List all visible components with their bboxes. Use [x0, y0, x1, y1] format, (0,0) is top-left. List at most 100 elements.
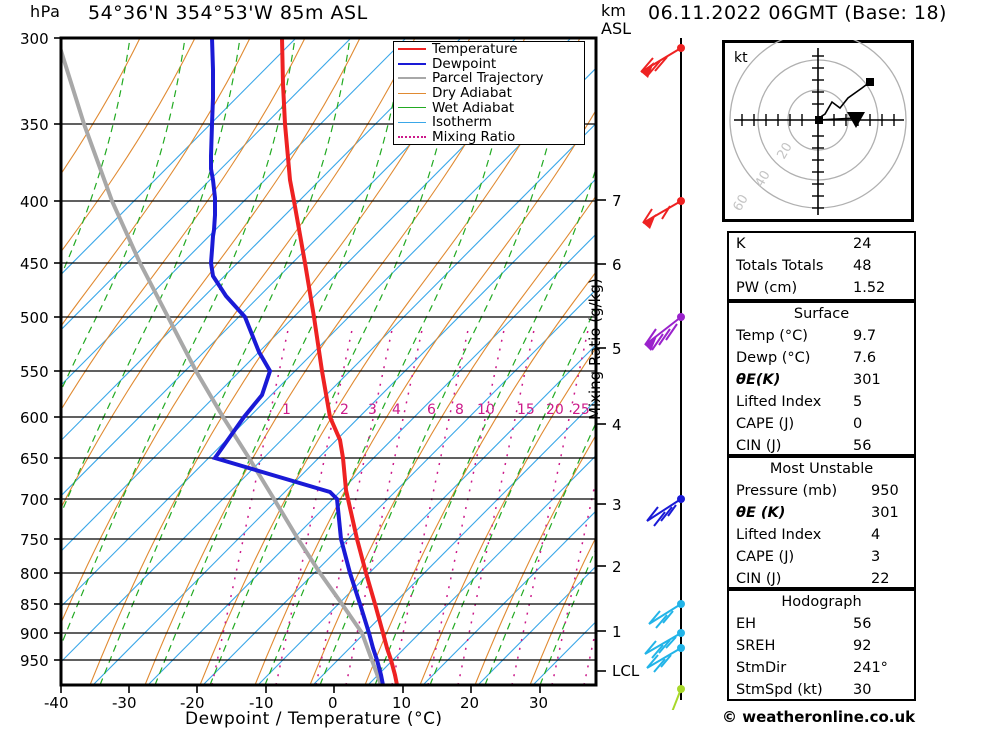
hodograph-panel: kt 20 40 60	[722, 40, 914, 222]
pressure-tick: 650	[20, 450, 49, 468]
pressure-tick: 500	[20, 309, 49, 327]
index-row: CIN (J) 56	[729, 435, 914, 457]
index-label: EH	[736, 616, 757, 633]
pressure-tick: 750	[20, 531, 49, 549]
index-row: θE(K) 301	[729, 369, 914, 391]
most-unstable-panel-title: Most Unstable	[769, 461, 874, 477]
index-value: 5	[853, 394, 863, 411]
legend-item: Isotherm	[394, 114, 584, 131]
index-value: 3	[871, 549, 881, 566]
height-tick: 4	[612, 416, 622, 434]
index-label: PW (cm)	[736, 280, 798, 297]
dewpoint-line	[208, 38, 386, 685]
temperature-tick: 0	[328, 694, 338, 712]
height-tick: 2	[612, 558, 622, 576]
index-value: 301	[853, 372, 881, 389]
index-label: CAPE (J)	[736, 416, 795, 433]
plot-border	[59, 36, 598, 687]
index-value: 301	[871, 505, 899, 522]
index-row: Dewp (°C) 7.6	[729, 347, 914, 369]
pressure-tick: 800	[20, 565, 49, 583]
stability-indices-panel: K 24 Totals Totals 48 PW (cm) 1.52	[727, 231, 916, 301]
index-value: 0	[853, 416, 863, 433]
legend-label: Mixing Ratio	[432, 128, 516, 145]
index-value: 56	[853, 616, 872, 633]
mixing-ratio-label: 20	[546, 402, 564, 418]
index-value: 30	[853, 682, 872, 699]
pressure-tick: 600	[20, 409, 49, 427]
temperature-line	[280, 38, 400, 685]
legend-item: Dewpoint	[394, 55, 584, 72]
temperature-tick: -10	[249, 694, 274, 712]
index-value: 24	[853, 236, 872, 252]
svg-text:20: 20	[774, 140, 795, 162]
run-title: 06.11.2022 06GMT (Base: 18)	[648, 2, 947, 24]
pressure-tick: 350	[20, 116, 49, 134]
mixing-ratio-label: 25	[572, 402, 590, 418]
height-tick: 7	[612, 192, 622, 210]
height-tick: 1	[612, 623, 622, 641]
wind-barbs	[640, 44, 685, 710]
pressure-tick: 850	[20, 596, 49, 614]
x-axis-label: Dewpoint / Temperature (°C)	[185, 709, 443, 729]
index-row: K 24	[729, 233, 914, 255]
mixing-ratio-label: 10	[477, 402, 495, 418]
height-unit-label-km: km	[601, 1, 626, 20]
temperature-tick: 20	[460, 694, 480, 712]
pressure-tick: 550	[20, 363, 49, 381]
svg-text:40: 40	[752, 168, 773, 190]
legend-item: Temperature	[394, 41, 584, 58]
index-label: Temp (°C)	[736, 328, 808, 345]
legend-label: Dewpoint	[432, 55, 497, 72]
height-tick: 3	[612, 496, 622, 514]
legend-item: Wet Adiabat	[394, 99, 584, 116]
mixing-ratio-label: 4	[392, 402, 401, 418]
index-value: 7.6	[853, 350, 877, 367]
legend-label: Isotherm	[432, 114, 492, 131]
legend-label: Parcel Trajectory	[432, 70, 544, 87]
legend-swatch-wet-adiabat	[398, 107, 426, 109]
surface-panel: Surface Temp (°C) 9.7 Dewp (°C) 7.6 θE(K…	[727, 301, 916, 456]
pressure-tick: 300	[20, 30, 49, 48]
most-unstable-panel: Most Unstable Pressure (mb) 950 θE (K) 3…	[727, 456, 916, 589]
index-row: PW (cm) 1.52	[729, 277, 914, 299]
height-tick: 6	[612, 256, 622, 274]
index-label: Lifted Index	[736, 527, 822, 544]
index-label: θE (K)	[736, 505, 786, 522]
index-row: Totals Totals 48	[729, 255, 914, 277]
index-label: StmSpd (kt)	[736, 682, 823, 699]
height-axis-ticks	[596, 199, 606, 672]
index-value: 4	[871, 527, 881, 544]
height-unit-label-asl: ASL	[601, 19, 632, 38]
index-row: StmDir 241°	[729, 657, 914, 679]
legend-item: Parcel Trajectory	[394, 70, 584, 87]
index-row: Lifted Index 5	[729, 391, 914, 413]
parcel-trajectory-line	[61, 44, 383, 685]
index-value: 92	[853, 638, 872, 655]
mixing-ratio-label: 3	[368, 402, 377, 418]
mixing-ratio-label: 1	[282, 402, 291, 418]
index-row: StmSpd (kt) 30	[729, 679, 914, 701]
index-label: Pressure (mb)	[736, 483, 838, 500]
hodograph-stats-title: Hodograph	[781, 594, 862, 610]
index-value: 1.52	[853, 280, 886, 297]
legend-item: Dry Adiabat	[394, 85, 584, 101]
mixing-ratio-label: 6	[427, 402, 436, 418]
index-value: 22	[871, 571, 890, 588]
mixing-ratio-label: 2	[340, 402, 349, 418]
index-label: CIN (J)	[736, 438, 782, 455]
legend-label: Temperature	[432, 41, 518, 58]
pressure-tick: 450	[20, 255, 49, 273]
index-row: Lifted Index 4	[729, 524, 914, 546]
index-row: Pressure (mb) 950	[729, 480, 914, 502]
mixing-ratio-label: 8	[455, 402, 464, 418]
legend-swatch-parcel	[398, 77, 426, 80]
legend-swatch-dewpoint	[398, 62, 426, 65]
lcl-label: LCL	[612, 662, 640, 680]
index-label: CAPE (J)	[736, 549, 795, 566]
index-label: Dewp (°C)	[736, 350, 811, 367]
legend-label: Wet Adiabat	[432, 99, 515, 116]
index-label: K	[736, 236, 746, 252]
index-row: CAPE (J) 0	[729, 413, 914, 435]
index-value: 9.7	[853, 328, 877, 345]
